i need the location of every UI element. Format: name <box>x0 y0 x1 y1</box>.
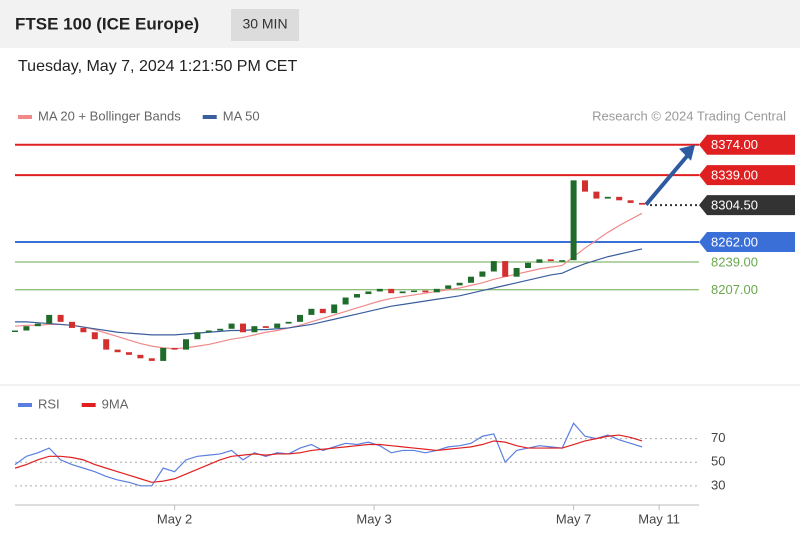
legend-label: RSI <box>38 396 60 411</box>
candle <box>456 282 463 286</box>
candle <box>616 196 623 201</box>
candle <box>319 308 326 314</box>
candle <box>411 290 417 293</box>
forecast-arrow <box>644 152 691 206</box>
candle <box>627 200 634 203</box>
candle <box>570 180 577 261</box>
legend-swatch <box>81 403 96 407</box>
level-label: 8239.00 <box>711 254 758 269</box>
level-label: 8339.00 <box>711 168 758 183</box>
candle <box>547 259 554 262</box>
candle <box>536 259 543 263</box>
legend-swatch <box>202 115 217 119</box>
candle <box>183 339 189 350</box>
candle <box>148 358 155 361</box>
header-bar <box>0 0 800 48</box>
level-tag <box>699 134 795 155</box>
candle <box>251 326 258 333</box>
candle <box>331 304 338 314</box>
interval: 30 MIN <box>242 16 287 32</box>
level-tag <box>699 195 795 216</box>
candle <box>240 323 246 333</box>
legend-label: MA 20 + Bollinger Bands <box>38 108 181 123</box>
candle <box>217 328 224 331</box>
candle <box>388 288 395 294</box>
candle <box>160 347 167 361</box>
level-label: 8262.00 <box>711 234 758 249</box>
candle <box>297 314 303 322</box>
series-line <box>14 422 643 487</box>
candle <box>57 314 64 322</box>
candle <box>126 352 132 355</box>
candle <box>285 321 292 324</box>
timestamp: Tuesday, May 7, 2024 1:21:50 PM CET <box>18 58 297 75</box>
y-tick-label: 30 <box>711 477 725 492</box>
candle <box>433 288 440 293</box>
candle <box>593 191 600 199</box>
candle <box>639 202 645 205</box>
candle <box>513 268 520 277</box>
candle <box>137 354 144 359</box>
candle <box>69 321 75 328</box>
legend-label: 9MA <box>102 396 129 411</box>
candle <box>80 327 87 333</box>
x-tick-label: May 2 <box>157 511 192 526</box>
candle <box>114 349 121 353</box>
candle <box>171 347 178 350</box>
y-tick-label: 70 <box>711 430 725 445</box>
forecast-arrow-head <box>679 144 695 161</box>
level-tag <box>699 231 795 252</box>
candle <box>490 261 497 272</box>
candle <box>445 285 452 289</box>
candle <box>308 308 315 315</box>
candle <box>228 323 235 329</box>
series-line <box>15 248 643 336</box>
x-tick-label: May 11 <box>638 511 680 526</box>
candle <box>12 330 18 333</box>
series-line <box>14 212 643 350</box>
level-label: 8374.00 <box>711 137 758 152</box>
candle <box>376 288 383 292</box>
series-line <box>14 434 643 483</box>
candle <box>365 291 372 295</box>
candle <box>194 332 201 340</box>
level-tag <box>699 165 795 186</box>
level-label: 8207.00 <box>711 282 758 297</box>
candle <box>582 180 588 192</box>
candle <box>354 294 360 298</box>
title: FTSE 100 (ICE Europe) <box>15 14 199 33</box>
candle <box>479 271 486 277</box>
credit: Research © 2024 Trading Central <box>592 108 786 123</box>
y-tick-label: 50 <box>711 454 725 469</box>
candle <box>604 196 611 199</box>
interval-badge <box>231 9 299 41</box>
candle <box>468 276 474 283</box>
candle <box>502 261 509 277</box>
candle <box>91 332 98 340</box>
candle <box>342 297 349 305</box>
candle <box>399 291 406 294</box>
candle <box>46 314 53 324</box>
candle <box>34 323 41 327</box>
candle <box>205 330 212 333</box>
level-label: 8304.50 <box>711 198 758 213</box>
candle <box>559 260 566 262</box>
legend-swatch <box>18 403 32 407</box>
candle <box>103 339 110 350</box>
candle <box>274 323 281 328</box>
x-tick-label: May 3 <box>356 511 391 526</box>
legend-swatch <box>18 115 32 119</box>
legend-label: MA 50 <box>223 108 260 123</box>
candle <box>422 290 429 293</box>
x-tick-label: May 7 <box>556 511 591 526</box>
candle <box>262 326 269 328</box>
candle <box>23 326 30 331</box>
candle <box>525 262 531 269</box>
